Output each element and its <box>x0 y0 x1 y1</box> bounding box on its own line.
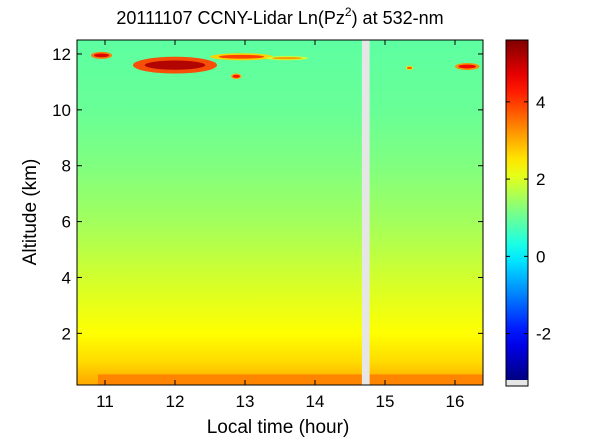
data-gap <box>361 40 370 385</box>
colorbar-ticks: -2 0 2 4 <box>506 93 551 344</box>
feature-cirrus-patch-2-core <box>406 66 413 70</box>
feature-cirrus-mid-core <box>218 54 265 59</box>
feature-surface-layer <box>98 374 483 385</box>
colorbar-tick-label: -2 <box>536 325 551 344</box>
chart-title: 20111107 CCNY-Lidar Ln(Pz2) at 532-nm <box>116 5 443 28</box>
background-field <box>77 40 483 385</box>
y-tick-label: 10 <box>52 101 71 120</box>
y-tick-label: 2 <box>62 324 71 343</box>
chart-title-superscript: 2 <box>345 5 352 19</box>
colorbar-tick-label: 0 <box>536 247 545 266</box>
colorbar-tick-label: 2 <box>536 170 545 189</box>
x-tick-label: 14 <box>306 392 325 411</box>
y-tick-label: 4 <box>62 268 71 287</box>
y-tick-label: 8 <box>62 157 71 176</box>
y-tick-label: 12 <box>52 45 71 64</box>
feature-cirrus-left-core <box>93 53 110 58</box>
feature-cirrus-far-core <box>271 57 303 60</box>
feature-cirrus-right-core <box>458 64 477 69</box>
x-axis-title: Local time (hour) <box>207 417 350 438</box>
colorbar-tick-label: 4 <box>536 93 545 112</box>
x-tick-label: 16 <box>446 392 465 411</box>
plot-area <box>77 40 483 385</box>
x-tick-label: 13 <box>236 392 255 411</box>
y-tick-label: 6 <box>62 213 71 232</box>
x-tick-label: 15 <box>376 392 395 411</box>
plot-frame <box>76 39 484 386</box>
y-axis: 2 4 6 8 10 12 <box>52 45 483 343</box>
chart-title-main: 20111107 CCNY-Lidar Ln(Pz <box>116 8 344 28</box>
chart-title-suffix: ) at 532-nm <box>352 8 444 28</box>
colorbar-frame <box>505 39 529 387</box>
x-tick-label: 11 <box>96 392 114 411</box>
x-tick-label: 12 <box>166 392 185 411</box>
feature-cirrus-patch-1-core <box>232 74 241 78</box>
feature-cirrus-main-core <box>144 60 206 70</box>
x-axis: 11 12 13 14 15 16 <box>96 40 464 411</box>
colorbar: -2 0 2 4 <box>505 39 551 387</box>
colorbar-no-data-swatch <box>506 380 528 386</box>
features-layer <box>91 51 483 385</box>
colorbar-fill <box>506 40 528 380</box>
y-axis-title: Altitude (km) <box>20 159 41 266</box>
